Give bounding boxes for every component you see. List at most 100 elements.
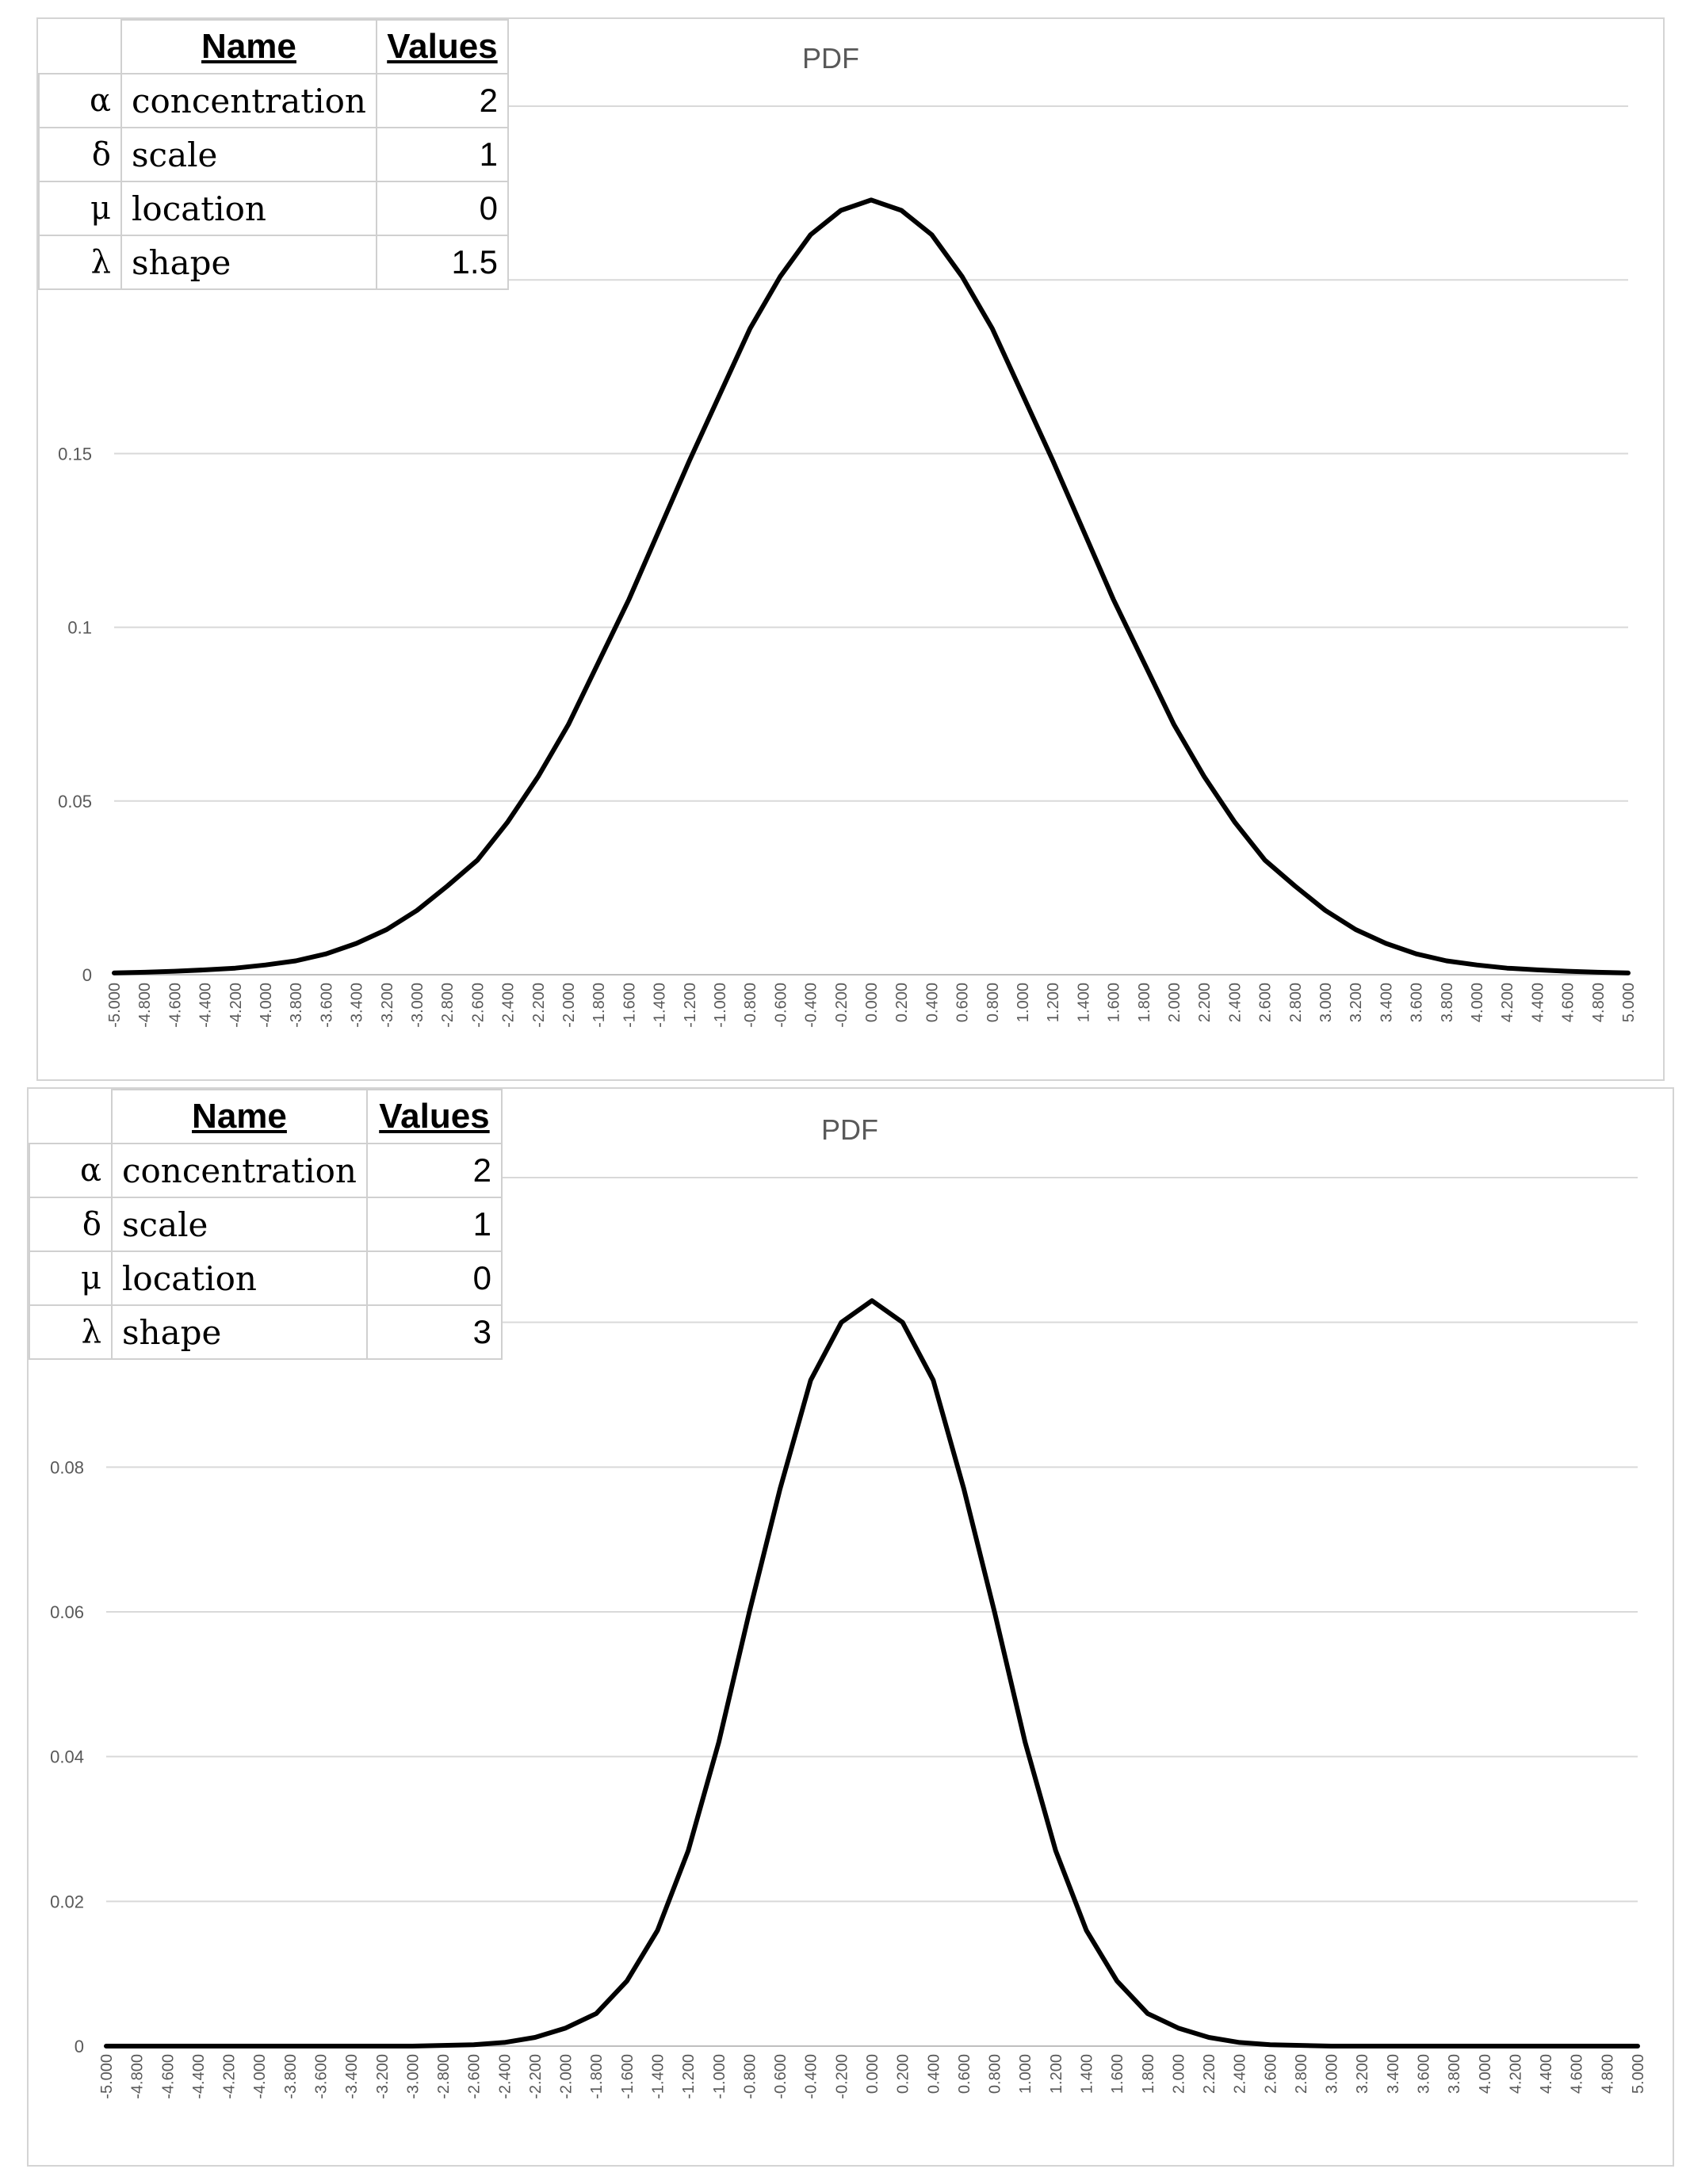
x-tick-label: -0.800 xyxy=(742,983,759,1028)
x-tick-label: -4.400 xyxy=(190,2054,208,2099)
param-value: 1.5 xyxy=(375,235,509,290)
param-name: shape xyxy=(120,235,377,290)
x-tick-label: -2.000 xyxy=(560,983,578,1028)
x-tick-label: -0.400 xyxy=(803,2054,820,2099)
table-corner xyxy=(38,19,122,74)
x-tick-label: 1.600 xyxy=(1109,2054,1126,2094)
x-tick-label: 4.200 xyxy=(1499,983,1516,1022)
x-tick-label: -2.800 xyxy=(439,983,457,1028)
param-row-shape: λ shape 1.5 xyxy=(38,235,509,290)
x-tick-label: 4.600 xyxy=(1560,983,1577,1022)
name-header: Name xyxy=(111,1089,368,1144)
x-tick-label: -0.600 xyxy=(772,983,790,1028)
param-name: location xyxy=(120,181,377,236)
x-tick-label: -3.000 xyxy=(409,983,426,1028)
x-tick-label: -3.800 xyxy=(282,2054,300,2099)
chart-title: PDF xyxy=(802,42,859,74)
x-tick-label: -2.800 xyxy=(435,2054,453,2099)
x-tick-label: 4.600 xyxy=(1569,2054,1586,2094)
x-tick-label: -3.200 xyxy=(379,983,396,1028)
x-tick-label: -1.800 xyxy=(591,983,608,1028)
x-tick-label: 4.800 xyxy=(1590,983,1608,1022)
x-tick-label: 4.400 xyxy=(1529,983,1547,1022)
param-row-location: μ location 0 xyxy=(29,1250,503,1306)
x-tick-label: 0.600 xyxy=(956,2054,973,2094)
x-tick-label: 0.600 xyxy=(954,983,972,1022)
x-tick-label: 3.600 xyxy=(1409,983,1426,1022)
x-tick-label: -2.200 xyxy=(530,983,548,1028)
delta-symbol: δ xyxy=(29,1197,113,1252)
x-tick-label: -2.400 xyxy=(500,983,518,1028)
x-tick-label: -0.200 xyxy=(833,2054,851,2099)
x-tick-label: 4.800 xyxy=(1599,2054,1616,2094)
x-tick-label: -1.800 xyxy=(588,2054,606,2099)
x-tick-label: 1.000 xyxy=(1017,2054,1034,2094)
param-value: 3 xyxy=(365,1304,503,1360)
lambda-symbol: λ xyxy=(29,1304,113,1360)
x-tick-label: -0.800 xyxy=(741,2054,759,2099)
x-tick-label: 1.400 xyxy=(1075,983,1092,1022)
x-tick-label: -4.600 xyxy=(159,2054,177,2099)
x-tick-label: -3.200 xyxy=(374,2054,392,2099)
x-tick-label: -2.000 xyxy=(558,2054,575,2099)
x-tick-label: 5.000 xyxy=(1630,2054,1647,2094)
x-tick-label: -2.600 xyxy=(469,983,487,1028)
x-tick-label: -5.000 xyxy=(106,983,124,1028)
x-tick-label: -4.200 xyxy=(228,983,245,1028)
x-tick-label: -1.400 xyxy=(650,2054,667,2099)
x-tick-label: 4.200 xyxy=(1507,2054,1524,2094)
x-tick-label: 1.800 xyxy=(1140,2054,1157,2094)
x-tick-label: -3.800 xyxy=(288,983,305,1028)
param-value: 1 xyxy=(365,1197,503,1252)
x-tick-label: -1.000 xyxy=(712,983,729,1028)
y-tick-label: 0 xyxy=(75,2037,84,2056)
x-tick-label: 1.400 xyxy=(1078,2054,1095,2094)
param-row-shape: λ shape 3 xyxy=(29,1304,503,1360)
x-tick-label: 1.200 xyxy=(1045,983,1062,1022)
param-row-location: μ location 0 xyxy=(38,181,509,236)
x-tick-label: 2.800 xyxy=(1287,983,1305,1022)
values-header: Values xyxy=(375,19,509,74)
x-tick-label: -4.600 xyxy=(166,983,184,1028)
x-tick-label: -4.000 xyxy=(258,983,275,1028)
x-tick-label: 0.200 xyxy=(895,2054,912,2094)
x-tick-label: -2.400 xyxy=(496,2054,514,2099)
param-row-scale: δ scale 1 xyxy=(38,127,509,182)
param-row-scale: δ scale 1 xyxy=(29,1197,503,1252)
x-tick-label: -4.400 xyxy=(197,983,215,1028)
x-tick-label: 2.800 xyxy=(1293,2054,1310,2094)
chart-title: PDF xyxy=(821,1113,878,1146)
x-tick-label: -4.800 xyxy=(129,2054,147,2099)
x-tick-label: 1.600 xyxy=(1106,983,1123,1022)
x-tick-label: -1.000 xyxy=(711,2054,728,2099)
x-tick-label: -3.000 xyxy=(404,2054,422,2099)
x-tick-label: -3.400 xyxy=(349,983,366,1028)
param-name: concentration xyxy=(111,1143,368,1198)
param-name: location xyxy=(111,1250,368,1306)
x-tick-label: -4.200 xyxy=(221,2054,239,2099)
x-tick-label: 3.800 xyxy=(1446,2054,1463,2094)
alpha-symbol: α xyxy=(29,1143,113,1198)
param-name: concentration xyxy=(120,73,377,128)
x-tick-label: -3.600 xyxy=(312,2054,330,2099)
x-tick-label: 3.000 xyxy=(1317,983,1335,1022)
param-name: scale xyxy=(120,127,377,182)
x-tick-label: -1.600 xyxy=(621,983,638,1028)
lambda-symbol: λ xyxy=(38,235,122,290)
x-tick-label: -3.600 xyxy=(318,983,335,1028)
x-tick-label: 4.000 xyxy=(1477,2054,1494,2094)
param-value: 1 xyxy=(375,127,509,182)
x-tick-label: 1.200 xyxy=(1048,2054,1065,2094)
mu-symbol: μ xyxy=(29,1250,113,1306)
x-tick-label: -0.200 xyxy=(833,983,851,1028)
x-tick-label: -1.200 xyxy=(680,2054,698,2099)
alpha-symbol: α xyxy=(38,73,122,128)
pdf-chart-2: 0 0.02 0.04 0.06 0.08 -5.000 -4.800 -4.600 -4.40… xyxy=(50,1113,1647,2099)
x-tick-label: -1.200 xyxy=(682,983,699,1028)
param-name: shape xyxy=(111,1304,368,1360)
param-name: scale xyxy=(111,1197,368,1252)
x-tick-label: 2.600 xyxy=(1257,983,1275,1022)
x-tick-label: 0.200 xyxy=(893,983,911,1022)
y-tick-label: 0.06 xyxy=(50,1602,84,1622)
y-tick-label: 0.04 xyxy=(50,1747,84,1767)
